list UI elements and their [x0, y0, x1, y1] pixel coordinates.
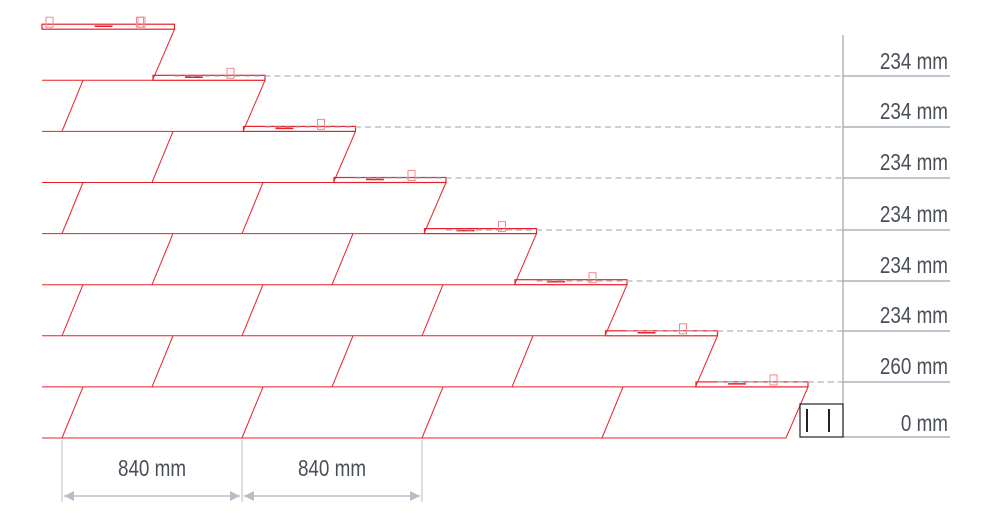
tile-clip [226, 67, 235, 79]
batten-rail [604, 330, 719, 337]
tile-joint [151, 233, 174, 285]
tile-joint [785, 386, 809, 439]
tile-joint [241, 386, 264, 439]
batten-rail [242, 125, 357, 133]
tile-joint [511, 335, 534, 388]
spacing-guides [174, 75, 843, 383]
arrow-left-icon [64, 491, 74, 501]
row-spacing-label: 260 mm [880, 354, 948, 379]
tile-joint [514, 233, 537, 285]
tile-joint [604, 284, 628, 336]
row-spacing-label: 0 mm [901, 411, 948, 436]
tile-joint [695, 335, 718, 388]
tile-clip [317, 118, 325, 130]
tile-joint [242, 80, 266, 132]
row-spacing-label: 234 mm [880, 303, 948, 328]
arrow-right-icon [230, 491, 240, 501]
batten-rail [41, 23, 176, 30]
tile-joint [423, 182, 447, 234]
tile-clip [407, 170, 416, 181]
tile-width-label: 840 mm [118, 456, 186, 481]
tile-joint [61, 80, 84, 132]
tile-joint [331, 233, 354, 285]
tile-joint [333, 131, 356, 183]
eave-batten-detail [799, 403, 844, 438]
tile-joint [241, 284, 264, 336]
tile-joint [421, 284, 444, 336]
tile-joint [151, 335, 174, 388]
spacing-scale: 234 mm 234 mm 234 mm 234 mm 234 mm 234 mm 260 … [842, 35, 950, 438]
row-spacing-label: 234 mm [880, 202, 948, 227]
arrow-left-icon [244, 491, 254, 501]
batten-rail [423, 228, 538, 235]
tile-joint [61, 284, 84, 336]
tile-joint [601, 386, 624, 439]
tile-joint [421, 386, 444, 439]
tile-clip [588, 272, 597, 284]
batten-rail [514, 279, 628, 286]
tile-width-label: 840 mm [298, 456, 366, 481]
width-dimensions: 840 mm 840 mm [61, 440, 423, 502]
batten-rail [695, 381, 809, 388]
tile-joint [61, 386, 84, 439]
tile-clip [498, 221, 506, 233]
row-spacing-label: 234 mm [880, 99, 948, 124]
tile-clip [679, 323, 687, 335]
tile-joint [151, 131, 174, 183]
tile-joint [241, 182, 264, 234]
tile-rows [41, 16, 809, 439]
tile-clip [45, 16, 54, 28]
batten-rail [152, 74, 266, 81]
tile-joint [61, 182, 84, 234]
row-spacing-label: 234 mm [880, 150, 948, 175]
arrow-right-icon [410, 491, 420, 501]
tile-joint [152, 29, 175, 81]
tile-joint [331, 335, 354, 388]
tile-clip [769, 374, 778, 386]
row-spacing-label: 234 mm [880, 49, 948, 74]
row-spacing-label: 234 mm [880, 253, 948, 278]
tile-clip [137, 16, 146, 28]
